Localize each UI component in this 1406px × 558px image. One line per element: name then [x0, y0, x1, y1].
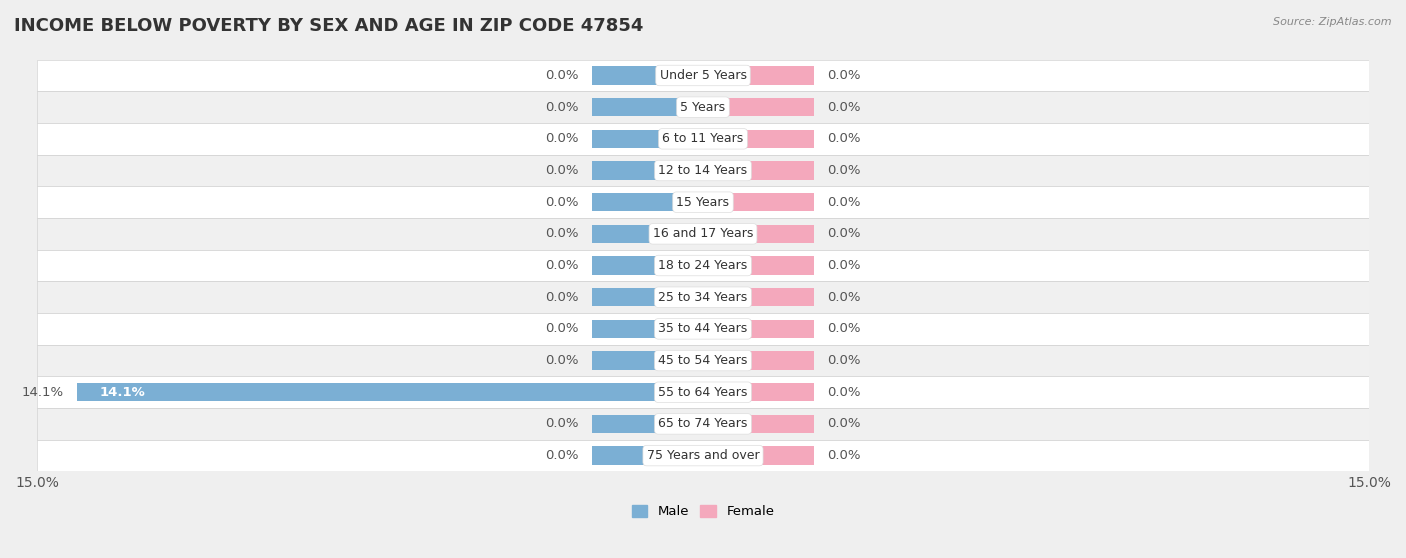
Text: 0.0%: 0.0% — [827, 417, 860, 430]
Text: 0.0%: 0.0% — [546, 69, 579, 82]
Text: 14.1%: 14.1% — [21, 386, 63, 399]
Text: 0.0%: 0.0% — [827, 259, 860, 272]
Bar — [592, 446, 703, 465]
Bar — [37, 440, 1369, 472]
Bar — [37, 281, 1369, 313]
Bar — [37, 186, 1369, 218]
Text: INCOME BELOW POVERTY BY SEX AND AGE IN ZIP CODE 47854: INCOME BELOW POVERTY BY SEX AND AGE IN Z… — [14, 17, 644, 35]
Bar — [703, 161, 814, 180]
Text: 0.0%: 0.0% — [546, 291, 579, 304]
Bar — [592, 352, 703, 370]
Bar — [37, 377, 1369, 408]
Text: 0.0%: 0.0% — [546, 449, 579, 462]
Text: 18 to 24 Years: 18 to 24 Years — [658, 259, 748, 272]
Text: 0.0%: 0.0% — [827, 196, 860, 209]
Text: 0.0%: 0.0% — [827, 100, 860, 114]
Text: 14.1%: 14.1% — [98, 386, 145, 399]
Text: 0.0%: 0.0% — [827, 354, 860, 367]
Text: 0.0%: 0.0% — [827, 449, 860, 462]
Bar — [703, 256, 814, 275]
Text: 0.0%: 0.0% — [827, 386, 860, 399]
Text: 0.0%: 0.0% — [827, 291, 860, 304]
Bar — [703, 446, 814, 465]
Text: 0.0%: 0.0% — [546, 196, 579, 209]
Text: 0.0%: 0.0% — [546, 259, 579, 272]
Text: 0.0%: 0.0% — [546, 417, 579, 430]
Bar — [592, 320, 703, 338]
Text: Source: ZipAtlas.com: Source: ZipAtlas.com — [1274, 17, 1392, 27]
Bar — [592, 225, 703, 243]
Bar — [592, 415, 703, 433]
Text: 5 Years: 5 Years — [681, 100, 725, 114]
Text: 0.0%: 0.0% — [827, 69, 860, 82]
Text: 25 to 34 Years: 25 to 34 Years — [658, 291, 748, 304]
Text: 15 Years: 15 Years — [676, 196, 730, 209]
Bar — [37, 123, 1369, 155]
Text: 0.0%: 0.0% — [827, 323, 860, 335]
Text: 0.0%: 0.0% — [827, 227, 860, 240]
Bar — [592, 288, 703, 306]
Text: 45 to 54 Years: 45 to 54 Years — [658, 354, 748, 367]
Text: 0.0%: 0.0% — [546, 132, 579, 145]
Bar — [592, 129, 703, 148]
Bar — [37, 249, 1369, 281]
Text: 75 Years and over: 75 Years and over — [647, 449, 759, 462]
Bar — [703, 129, 814, 148]
Bar — [703, 288, 814, 306]
Text: 0.0%: 0.0% — [827, 164, 860, 177]
Text: 0.0%: 0.0% — [546, 164, 579, 177]
Bar — [703, 415, 814, 433]
Bar — [703, 98, 814, 116]
Text: 55 to 64 Years: 55 to 64 Years — [658, 386, 748, 399]
Bar — [37, 60, 1369, 92]
Text: 12 to 14 Years: 12 to 14 Years — [658, 164, 748, 177]
Text: 65 to 74 Years: 65 to 74 Years — [658, 417, 748, 430]
Bar — [592, 193, 703, 211]
Text: 0.0%: 0.0% — [546, 354, 579, 367]
Text: 0.0%: 0.0% — [827, 132, 860, 145]
Text: 35 to 44 Years: 35 to 44 Years — [658, 323, 748, 335]
Text: Under 5 Years: Under 5 Years — [659, 69, 747, 82]
Bar — [703, 193, 814, 211]
Bar — [592, 161, 703, 180]
Bar — [37, 313, 1369, 345]
Bar — [37, 408, 1369, 440]
Bar — [37, 345, 1369, 377]
Bar — [703, 320, 814, 338]
Bar — [703, 383, 814, 401]
Bar — [37, 155, 1369, 186]
Text: 0.0%: 0.0% — [546, 227, 579, 240]
Bar — [37, 218, 1369, 249]
Text: 16 and 17 Years: 16 and 17 Years — [652, 227, 754, 240]
Bar — [703, 225, 814, 243]
Bar — [592, 66, 703, 85]
Bar — [77, 383, 703, 401]
Bar — [592, 256, 703, 275]
Bar — [37, 92, 1369, 123]
Text: 0.0%: 0.0% — [546, 323, 579, 335]
Legend: Male, Female: Male, Female — [631, 505, 775, 518]
Text: 0.0%: 0.0% — [546, 100, 579, 114]
Bar — [592, 98, 703, 116]
Bar — [703, 66, 814, 85]
Bar — [703, 352, 814, 370]
Text: 6 to 11 Years: 6 to 11 Years — [662, 132, 744, 145]
